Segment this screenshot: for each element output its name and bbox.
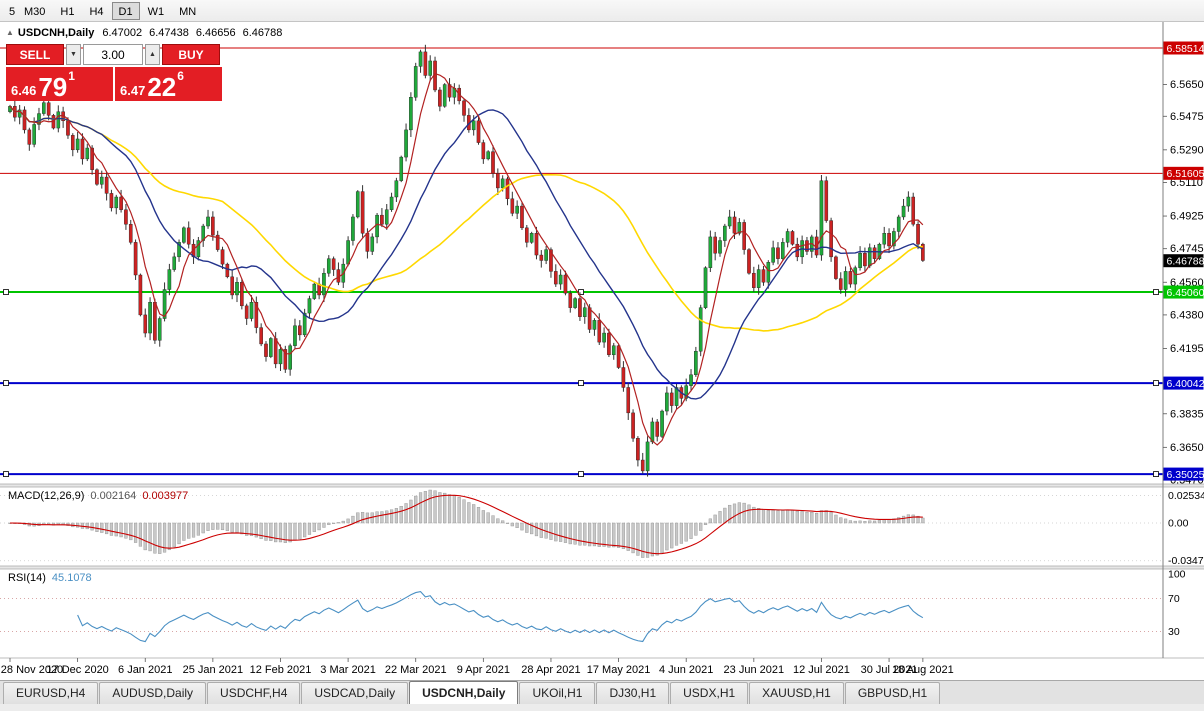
buy-button[interactable]: BUY xyxy=(162,44,220,65)
chart-tab-eurusd[interactable]: EURUSD,H4 xyxy=(3,682,99,704)
chart-tabs-bar: EURUSD,H4 AUDUSD,Daily USDCHF,H4 USDCAD,Dai… xyxy=(0,680,1204,704)
chart-tab-usdcnh[interactable]: USDCNH,Daily xyxy=(409,681,519,704)
buy-price-pips: 22 xyxy=(147,71,177,102)
chart-region[interactable]: 6.5650 6.5475 6.5290 6.5110 6.4925 6.4745 6.45… xyxy=(0,22,1204,680)
svg-text:30 Jul 2021: 30 Jul 2021 xyxy=(861,664,918,676)
svg-text:0.00: 0.00 xyxy=(1168,518,1189,530)
lot-increase-button[interactable]: ▲ xyxy=(145,44,160,65)
svg-text:6.5290: 6.5290 xyxy=(1170,144,1204,156)
rsi-pane-layer xyxy=(0,591,1163,643)
sell-price-pips: 79 xyxy=(38,71,68,102)
chart-tab-usdchf[interactable]: USDCHF,H4 xyxy=(207,682,301,704)
sell-button[interactable]: SELL xyxy=(6,44,64,65)
chart-tab-dj30[interactable]: DJ30,H1 xyxy=(596,682,670,704)
candles-layer xyxy=(8,44,925,477)
one-click-order-row: SELL ▼ ▲ BUY xyxy=(6,44,228,65)
svg-text:17 May 2021: 17 May 2021 xyxy=(587,664,651,676)
svg-text:6.3835: 6.3835 xyxy=(1170,408,1204,420)
timeframe-button-h4[interactable]: H4 xyxy=(82,2,110,20)
svg-text:12 Feb 2021: 12 Feb 2021 xyxy=(250,664,312,676)
svg-text:-0.03475: -0.03475 xyxy=(1168,555,1204,567)
status-strip xyxy=(0,704,1204,711)
timeframe-button-mn[interactable]: MN xyxy=(172,2,203,20)
chart-tab-ukoil[interactable]: UKOil,H1 xyxy=(519,682,596,704)
svg-text:6.3650: 6.3650 xyxy=(1170,442,1204,454)
svg-text:6.4925: 6.4925 xyxy=(1170,211,1204,223)
timeframe-button-h1[interactable]: H1 xyxy=(53,2,81,20)
timeframe-button-5[interactable]: 5 xyxy=(2,2,16,20)
svg-text:22 Mar 2021: 22 Mar 2021 xyxy=(385,664,447,676)
svg-text:30: 30 xyxy=(1168,626,1180,638)
chart-tab-gbpusd[interactable]: GBPUSD,H1 xyxy=(844,682,941,704)
svg-text:6.5650: 6.5650 xyxy=(1170,79,1204,91)
lot-size-input[interactable] xyxy=(83,44,143,65)
svg-text:70: 70 xyxy=(1168,593,1180,605)
timeframe-buttons-group: 5 M30 H1 H4 D1 W1 MN xyxy=(2,1,204,20)
svg-text:17 Dec 2020: 17 Dec 2020 xyxy=(46,664,108,676)
sell-price-major: 6.46 xyxy=(11,83,37,99)
price-chart-canvas[interactable]: 6.5650 6.5475 6.5290 6.5110 6.4925 6.4745 6.45… xyxy=(0,22,1204,680)
svg-text:6.45060: 6.45060 xyxy=(1167,287,1204,299)
svg-text:3 Mar 2021: 3 Mar 2021 xyxy=(320,664,376,676)
svg-text:6.4745: 6.4745 xyxy=(1170,243,1204,255)
svg-text:6.46788: 6.46788 xyxy=(1167,256,1204,268)
svg-text:6.35025: 6.35025 xyxy=(1167,469,1204,481)
svg-text:28 Nov 2020: 28 Nov 2020 xyxy=(1,664,63,676)
buy-price-major: 6.47 xyxy=(120,83,146,99)
macd-pane-layer xyxy=(0,489,1163,562)
svg-text:25 Jan 2021: 25 Jan 2021 xyxy=(183,664,244,676)
svg-text:9 Apr 2021: 9 Apr 2021 xyxy=(457,664,510,676)
one-click-trading-panel: SELL ▼ ▲ BUY 6.46 79 1 6.47 22 6 xyxy=(6,44,228,101)
svg-text:6.4380: 6.4380 xyxy=(1170,309,1204,321)
svg-text:100: 100 xyxy=(1168,569,1186,581)
svg-text:12 Jul 2021: 12 Jul 2021 xyxy=(793,664,850,676)
svg-text:6.4195: 6.4195 xyxy=(1170,343,1204,355)
timeframe-button-m30[interactable]: M30 xyxy=(17,2,52,20)
chart-backgrounds xyxy=(0,22,1204,680)
svg-text:6.51605: 6.51605 xyxy=(1167,168,1204,180)
svg-text:0.02534: 0.02534 xyxy=(1168,490,1204,502)
moving-averages-layer xyxy=(9,72,924,446)
chart-tab-usdx[interactable]: USDX,H1 xyxy=(670,682,749,704)
svg-text:18 Aug 2021: 18 Aug 2021 xyxy=(892,664,954,676)
svg-text:6.58514: 6.58514 xyxy=(1167,43,1204,55)
timeframe-toolbar: 5 M30 H1 H4 D1 W1 MN xyxy=(0,0,1204,22)
svg-text:6.5110: 6.5110 xyxy=(1170,177,1203,189)
lot-decrease-button[interactable]: ▼ xyxy=(66,44,81,65)
chart-tab-audusd[interactable]: AUDUSD,Daily xyxy=(99,682,207,704)
svg-text:28 Apr 2021: 28 Apr 2021 xyxy=(521,664,580,676)
svg-text:6.40042: 6.40042 xyxy=(1167,378,1204,390)
svg-text:6 Jan 2021: 6 Jan 2021 xyxy=(118,664,172,676)
sell-price-point: 1 xyxy=(68,69,75,83)
buy-price-display[interactable]: 6.47 22 6 xyxy=(115,67,222,101)
chart-tab-usdcad[interactable]: USDCAD,Daily xyxy=(301,682,409,704)
timeframe-button-w1[interactable]: W1 xyxy=(141,2,172,20)
svg-text:6.5475: 6.5475 xyxy=(1170,111,1204,123)
timeframe-button-d1[interactable]: D1 xyxy=(111,1,140,20)
buy-price-point: 6 xyxy=(177,69,184,83)
one-click-price-row: 6.46 79 1 6.47 22 6 xyxy=(6,67,228,101)
sell-price-display[interactable]: 6.46 79 1 xyxy=(6,67,113,101)
svg-text:23 Jun 2021: 23 Jun 2021 xyxy=(724,664,785,676)
price-badges: 6.58514 6.51605 6.45060 6.40042 6.35025 6.467… xyxy=(1163,41,1204,481)
chart-tab-xauusd[interactable]: XAUUSD,H1 xyxy=(749,682,844,704)
svg-text:4 Jun 2021: 4 Jun 2021 xyxy=(659,664,713,676)
